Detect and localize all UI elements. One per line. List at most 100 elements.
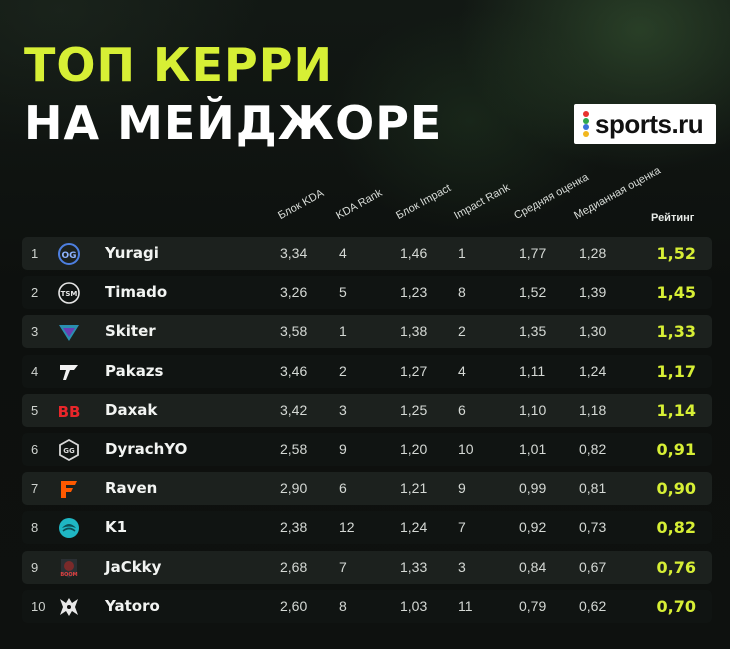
cell-median: 1,28	[579, 245, 607, 261]
cell-impact-rank: 10	[458, 441, 474, 457]
cell-impact: 1,21	[400, 480, 428, 497]
brand-dots-icon	[583, 111, 589, 137]
beastcoast-logo-icon	[57, 516, 81, 540]
gaimin-logo-icon: GG	[57, 438, 81, 462]
cell-rating: 0,76	[656, 557, 696, 577]
brand-name: sports.ru	[595, 108, 704, 139]
cell-impact-rank: 2	[458, 323, 466, 340]
cell-kda: 2,90	[280, 480, 308, 497]
cell-impact: 1,46	[400, 245, 428, 261]
cell-average: 0,99	[519, 480, 547, 497]
cell-impact-rank: 4	[458, 362, 466, 379]
cell-average: 1,35	[519, 323, 547, 340]
player-name: Daxak	[105, 400, 158, 419]
cell-impact-rank: 7	[458, 519, 466, 536]
brand-dot-yellow	[583, 130, 589, 137]
cell-kda-rank: 3	[339, 401, 347, 418]
table-row: 2 TSM Timado 3,26 5 1,23 8 1,52 1,39 1,45	[22, 276, 712, 310]
brand-dot-red	[583, 111, 589, 117]
cell-kda-rank: 7	[339, 558, 347, 575]
row-rank: 10	[31, 598, 46, 614]
cell-impact-rank: 9	[458, 480, 466, 497]
cell-kda: 2,38	[280, 519, 308, 536]
cell-rating: 0,70	[656, 596, 696, 616]
cell-kda-rank: 4	[339, 245, 347, 261]
cell-rating: 1,33	[656, 322, 696, 342]
cell-kda: 3,34	[280, 245, 308, 261]
row-rank: 1	[31, 246, 39, 261]
svg-text:TSM: TSM	[61, 290, 78, 298]
cell-kda: 3,42	[280, 401, 308, 418]
cell-average: 1,77	[519, 245, 547, 261]
cell-kda-rank: 1	[339, 323, 347, 340]
betboom-logo-icon: BB	[57, 399, 81, 423]
table-row: 4 Pakazs 3,46 2 1,27 4 1,11 1,24 1,17	[22, 354, 712, 388]
cell-average: 1,10	[519, 401, 547, 418]
cell-impact: 1,03	[400, 597, 428, 614]
player-name: DyrachYO	[105, 440, 188, 458]
column-header-rating: Рейтинг	[651, 212, 695, 224]
cell-rating: 1,52	[656, 244, 696, 263]
cell-impact: 1,24	[400, 519, 428, 536]
cell-kda-rank: 8	[339, 597, 347, 614]
player-name: Raven	[105, 479, 158, 498]
cell-kda-rank: 5	[339, 284, 347, 301]
cell-rating: 0,91	[656, 440, 696, 459]
row-rank: 8	[31, 520, 39, 536]
cell-kda-rank: 2	[339, 362, 347, 379]
cell-average: 1,52	[519, 284, 547, 301]
table-row: 9 BOOM JaCkky 2,68 7 1,33 3 0,84 0,67 0,76	[22, 550, 712, 584]
cell-kda-rank: 9	[339, 441, 347, 457]
cell-impact: 1,25	[400, 401, 428, 418]
svg-text:OG: OG	[61, 251, 76, 261]
cell-average: 0,92	[519, 519, 547, 536]
spirit-logo-icon	[57, 595, 81, 619]
player-name: JaCkky	[105, 557, 162, 576]
cell-impact-rank: 6	[458, 401, 466, 418]
table-row: 8 K1 2,38 12 1,24 7 0,92 0,73 0,82	[22, 511, 712, 545]
cell-kda-rank: 6	[339, 480, 347, 497]
row-rank: 6	[31, 442, 39, 457]
cell-median: 1,24	[579, 362, 607, 379]
fnatic-logo-icon	[57, 477, 81, 501]
cell-median: 1,30	[579, 323, 607, 340]
brand-dot-green	[583, 117, 589, 124]
player-name: Pakazs	[105, 361, 164, 380]
cell-kda-rank: 12	[339, 519, 355, 536]
cell-median: 0,82	[579, 441, 607, 457]
row-rank: 7	[31, 481, 39, 497]
cell-median: 1,18	[579, 401, 607, 418]
table-row: 1 OG Yuragi 3,34 4 1,46 1 1,77 1,28 1,52	[22, 237, 712, 270]
cell-rating: 0,90	[656, 479, 696, 499]
row-rank: 2	[31, 285, 39, 301]
cell-impact: 1,33	[400, 558, 428, 575]
row-rank: 4	[31, 363, 39, 379]
og-logo-icon: OG	[57, 242, 81, 266]
brand-dot-blue	[583, 124, 589, 131]
cell-median: 0,62	[579, 597, 607, 614]
cell-average: 1,01	[519, 441, 547, 457]
row-rank: 3	[31, 324, 39, 340]
player-name: Skiter	[105, 322, 156, 341]
svg-text:GG: GG	[63, 447, 75, 455]
svg-text:BB: BB	[58, 403, 81, 421]
cell-impact: 1,20	[400, 441, 428, 457]
row-rank: 9	[31, 559, 39, 575]
cell-impact-rank: 1	[458, 245, 466, 261]
cell-rating: 1,17	[656, 361, 696, 381]
svg-text:BOOM: BOOM	[60, 572, 77, 578]
player-name: Yatoro	[105, 596, 160, 615]
table-row: 6 GG DyrachYO 2,58 9 1,20 10 1,01 0,82 0,91	[22, 433, 712, 466]
cell-impact: 1,38	[400, 323, 428, 340]
title-line-1: ТОП КЕРРИ	[24, 38, 333, 92]
cell-impact: 1,23	[400, 284, 428, 301]
cell-average: 1,11	[519, 362, 546, 379]
cell-kda: 2,68	[280, 558, 308, 575]
cell-impact-rank: 8	[458, 284, 466, 301]
boom-logo-icon: BOOM	[57, 556, 81, 580]
cell-median: 0,67	[579, 558, 607, 575]
title-line-2: НА МЕЙДЖОРЕ	[24, 96, 443, 150]
tsm-logo-icon: TSM	[57, 281, 81, 305]
cell-median: 0,81	[579, 480, 607, 497]
cell-median: 1,39	[579, 284, 607, 301]
